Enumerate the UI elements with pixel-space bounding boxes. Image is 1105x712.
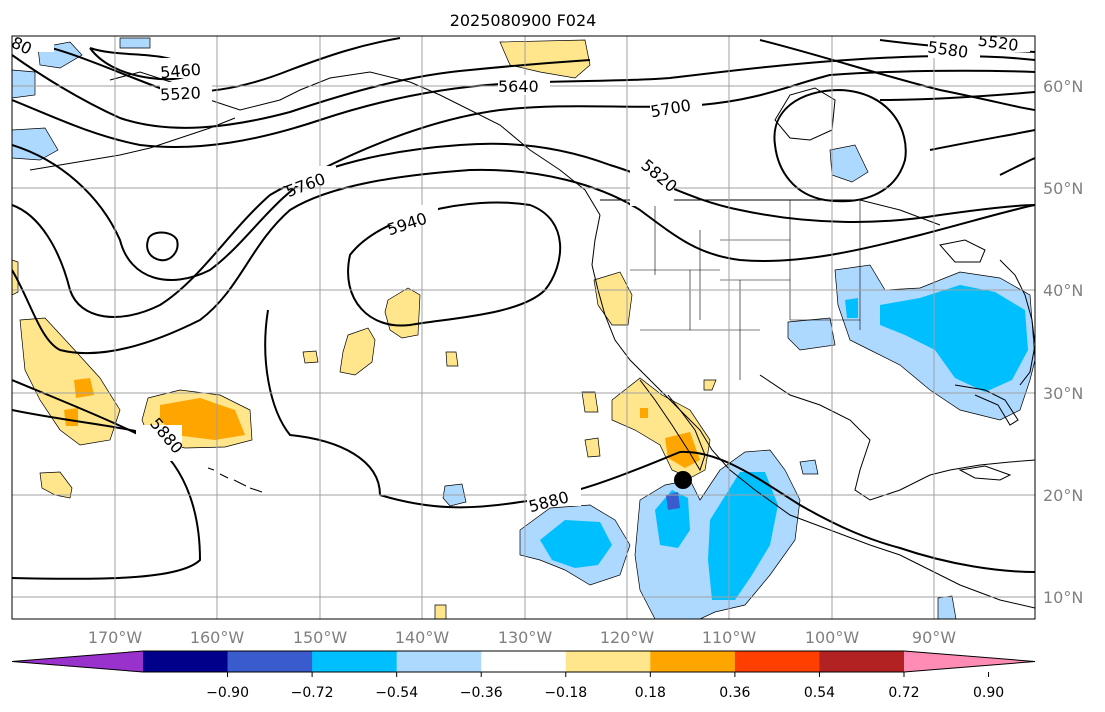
colorbar-segment: [565, 651, 651, 672]
positive-anomaly-region: [593, 271, 633, 326]
contour-5580: [12, 54, 591, 129]
colorbar-tick-label: −0.90: [206, 685, 249, 701]
colorbar-segment: [396, 651, 482, 672]
lon-label-100w: 100°W: [805, 628, 860, 647]
positive-anomaly-region: [302, 350, 319, 364]
latitude-labels: 60°N 50°N 40°N 30°N 20°N 10°N: [1043, 77, 1083, 607]
lat-label-50n: 50°N: [1043, 179, 1083, 198]
colorbar-segment: [312, 651, 398, 672]
negative-anomaly-region: [119, 37, 151, 49]
lon-label-170w: 170°W: [88, 628, 143, 647]
lat-label-40n: 40°N: [1043, 281, 1083, 300]
lon-label-120w: 120°W: [600, 628, 655, 647]
contour-5880-east: [12, 409, 1035, 573]
contour-label: 5640: [498, 77, 539, 96]
negative-anomaly-region: [12, 69, 36, 99]
colorbar-segment: [650, 651, 736, 672]
strongest-negative-anomaly: [666, 492, 680, 510]
contour-label: 5460: [159, 60, 201, 82]
lat-label-10n: 10°N: [1043, 588, 1083, 607]
contour-5880-main: [264, 309, 381, 496]
lat-label-30n: 30°N: [1043, 384, 1083, 403]
colorbar: −0.90 −0.72 −0.54 −0.36 −0.18 0.18 0.36 0.54 0.7…: [11, 650, 1036, 701]
colorbar-segment: [227, 651, 313, 672]
colorbar-tick-label: 0.18: [635, 685, 666, 701]
lon-label-110w: 110°W: [702, 628, 757, 647]
negative-anomaly-region: [799, 459, 819, 475]
colorbar-segment: [143, 651, 229, 672]
colorbar-tick-label: −0.18: [544, 685, 587, 701]
lon-label-160w: 160°W: [190, 628, 245, 647]
contour-5700-east: [879, 91, 1035, 176]
strong-positive-anomaly: [640, 408, 648, 418]
map-title: 2025080900 F024: [450, 11, 597, 30]
cuba: [958, 465, 1012, 481]
colorbar-extend-min: [12, 651, 143, 672]
contour-5820-west: [12, 168, 1035, 355]
lon-label-130w: 130°W: [498, 628, 553, 647]
positive-anomaly-region: [584, 437, 601, 458]
colorbar-extend-max: [904, 651, 1035, 672]
lat-label-60n: 60°N: [1043, 77, 1083, 96]
strong-negative-anomaly: [655, 490, 690, 548]
florida: [954, 384, 1019, 426]
map-frame: [11, 35, 1036, 620]
positive-anomaly-region: [434, 604, 447, 619]
colorbar-tick-label: 0.36: [719, 685, 750, 701]
lat-label-20n: 20°N: [1043, 486, 1083, 505]
colorbar-segment: [819, 651, 905, 672]
colorbar-segment: [734, 651, 820, 672]
colorbar-tick-label: −0.72: [291, 685, 334, 701]
lon-label-150w: 150°W: [293, 628, 348, 647]
great-lakes: [939, 239, 986, 263]
baja-peninsula: [639, 379, 706, 472]
strong-negative-anomaly: [708, 472, 778, 600]
contour-low-circle: [146, 231, 179, 262]
colorbar-outline: [11, 650, 1036, 673]
hudson-bay: [774, 87, 836, 141]
longitude-labels: 170°W 160°W 150°W 140°W 130°W 120°W 110°…: [88, 628, 956, 647]
lon-label-140w: 140°W: [395, 628, 450, 647]
colorbar-tick-label: 0.54: [804, 685, 835, 701]
colorbar-segment: [481, 651, 567, 672]
positive-anomaly-region: [499, 39, 591, 79]
positive-anomaly-region: [445, 351, 459, 367]
positive-anomaly-region: [581, 391, 599, 413]
contour-label: 5580: [0, 24, 35, 58]
contour-5880: [12, 379, 202, 580]
height-contour-layer: [12, 37, 1035, 580]
negative-anomaly-region: [787, 317, 836, 351]
east-coast: [999, 259, 1035, 386]
positive-anomaly-region: [39, 471, 73, 499]
strong-negative-anomaly: [845, 298, 858, 318]
west-coast: [591, 214, 1035, 609]
positive-anomaly-region: [12, 259, 19, 296]
contour-label: 5520: [977, 30, 1020, 54]
strong-negative-anomaly: [540, 520, 612, 568]
graticule: [12, 36, 1035, 619]
contour-5760: [12, 142, 1035, 318]
lon-label-90w: 90°W: [912, 628, 956, 647]
positive-anomaly-region: [339, 327, 376, 376]
strong-positive-anomaly: [665, 432, 700, 468]
contour-5580-east: [759, 39, 1035, 111]
positive-anomaly-region: [703, 379, 717, 391]
strong-positive-anomaly: [64, 408, 78, 426]
contour-low-east: [773, 88, 907, 203]
colorbar-tick-label: −0.54: [375, 685, 418, 701]
colorbar-tick-label: −0.36: [460, 685, 503, 701]
contour-label: 5520: [160, 83, 202, 104]
aleutian-islands: [29, 117, 236, 171]
contour-5700: [12, 69, 1035, 281]
strong-negative-anomaly: [880, 285, 1028, 392]
colorbar-tick-label: 0.90: [973, 685, 1004, 701]
location-marker: [674, 471, 692, 489]
negative-anomaly-region: [12, 127, 59, 161]
hawaiian-islands: [207, 467, 263, 493]
colorbar-tick-label: 0.72: [888, 685, 919, 701]
